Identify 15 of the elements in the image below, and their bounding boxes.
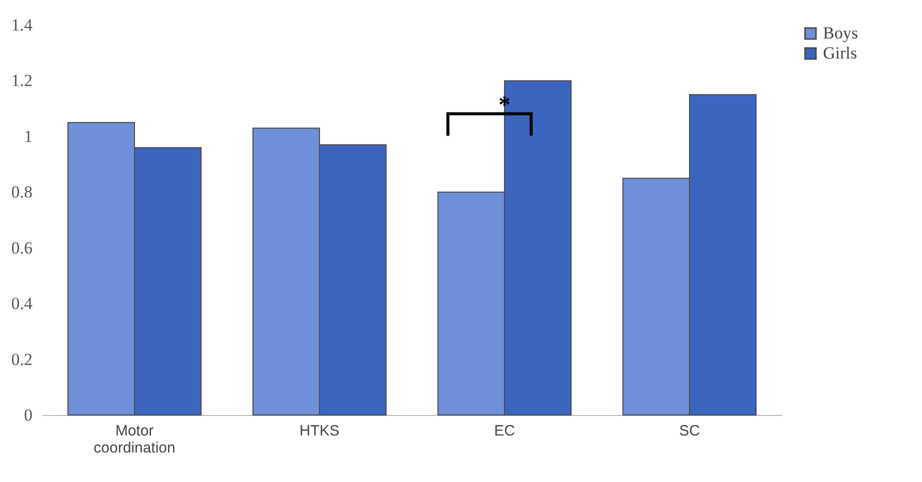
- y-tick-label: 0.8: [11, 182, 32, 202]
- annotation: *: [498, 92, 510, 119]
- y-tick-label: 0.6: [11, 238, 32, 258]
- y-tick-label: 1.4: [11, 16, 33, 34]
- y-tick-label: 0.4: [11, 294, 33, 314]
- y-tick-label: 0: [24, 406, 32, 424]
- y-tick-label: 1.2: [11, 71, 32, 90]
- legend-label: Boys: [823, 24, 858, 42]
- y-tick-label: 1: [24, 126, 32, 146]
- legend-label: Girls: [823, 44, 857, 62]
- x-tick-label: SC: [679, 422, 700, 440]
- y-tick-label: 0.2: [11, 350, 32, 369]
- x-tick-label: Motor coordination: [94, 422, 176, 456]
- x-tick-label: HTKS: [299, 422, 340, 440]
- x-tick-label: EC: [494, 422, 516, 440]
